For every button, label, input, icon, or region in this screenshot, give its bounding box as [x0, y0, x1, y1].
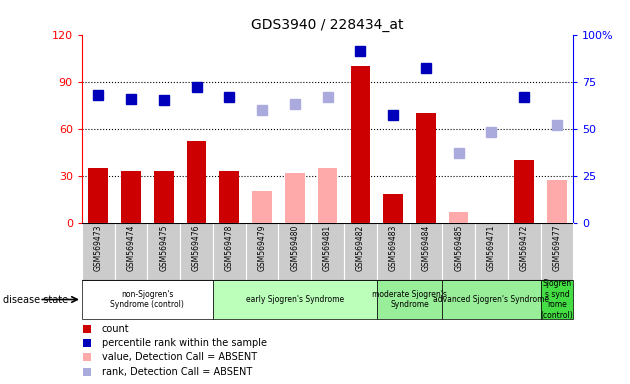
- Bar: [121, 171, 141, 223]
- Bar: [147, 223, 180, 280]
- Bar: [180, 223, 213, 280]
- Text: GSM569473: GSM569473: [94, 224, 103, 271]
- Text: moderate Sjogren's
Syndrome: moderate Sjogren's Syndrome: [372, 290, 447, 309]
- Text: GSM569480: GSM569480: [290, 224, 299, 271]
- Bar: [442, 280, 541, 319]
- Bar: [82, 280, 213, 319]
- Text: GSM569472: GSM569472: [520, 224, 529, 271]
- Bar: [449, 212, 469, 223]
- Bar: [278, 223, 311, 280]
- Bar: [475, 223, 508, 280]
- Bar: [246, 223, 278, 280]
- Bar: [213, 223, 246, 280]
- Bar: [383, 195, 403, 223]
- Text: GSM569482: GSM569482: [356, 224, 365, 271]
- Bar: [350, 66, 370, 223]
- Text: advanced Sjogren's Syndrome: advanced Sjogren's Syndrome: [433, 295, 549, 304]
- Bar: [285, 172, 305, 223]
- Bar: [410, 223, 442, 280]
- Bar: [547, 180, 567, 223]
- Bar: [318, 168, 338, 223]
- Text: GSM569479: GSM569479: [258, 224, 266, 271]
- Bar: [115, 223, 147, 280]
- Bar: [514, 160, 534, 223]
- Text: GSM569484: GSM569484: [421, 224, 430, 271]
- Bar: [416, 113, 436, 223]
- Bar: [541, 223, 573, 280]
- Bar: [311, 223, 344, 280]
- Text: GSM569483: GSM569483: [389, 224, 398, 271]
- Bar: [213, 280, 377, 319]
- Text: non-Sjogren's
Syndrome (control): non-Sjogren's Syndrome (control): [110, 290, 185, 309]
- Bar: [377, 280, 442, 319]
- Text: value, Detection Call = ABSENT: value, Detection Call = ABSENT: [101, 352, 256, 362]
- Bar: [82, 223, 115, 280]
- Text: GSM569471: GSM569471: [487, 224, 496, 271]
- Bar: [252, 191, 272, 223]
- Bar: [508, 223, 541, 280]
- Text: disease state: disease state: [3, 295, 68, 305]
- Bar: [88, 168, 108, 223]
- Title: GDS3940 / 228434_at: GDS3940 / 228434_at: [251, 18, 404, 32]
- Text: early Sjogren's Syndrome: early Sjogren's Syndrome: [246, 295, 344, 304]
- Text: GSM569481: GSM569481: [323, 224, 332, 271]
- Text: GSM569477: GSM569477: [553, 224, 561, 271]
- Text: GSM569485: GSM569485: [454, 224, 463, 271]
- Bar: [377, 223, 410, 280]
- Text: count: count: [101, 323, 129, 334]
- Text: GSM569475: GSM569475: [159, 224, 168, 271]
- Bar: [219, 171, 239, 223]
- Text: rank, Detection Call = ABSENT: rank, Detection Call = ABSENT: [101, 367, 252, 377]
- Bar: [541, 280, 573, 319]
- Text: percentile rank within the sample: percentile rank within the sample: [101, 338, 266, 348]
- Text: GSM569478: GSM569478: [225, 224, 234, 271]
- Text: GSM569474: GSM569474: [127, 224, 135, 271]
- Bar: [186, 141, 207, 223]
- Bar: [442, 223, 475, 280]
- Bar: [344, 223, 377, 280]
- Text: Sjogren
s synd
rome
(control): Sjogren s synd rome (control): [541, 280, 573, 319]
- Text: GSM569476: GSM569476: [192, 224, 201, 271]
- Bar: [154, 171, 174, 223]
